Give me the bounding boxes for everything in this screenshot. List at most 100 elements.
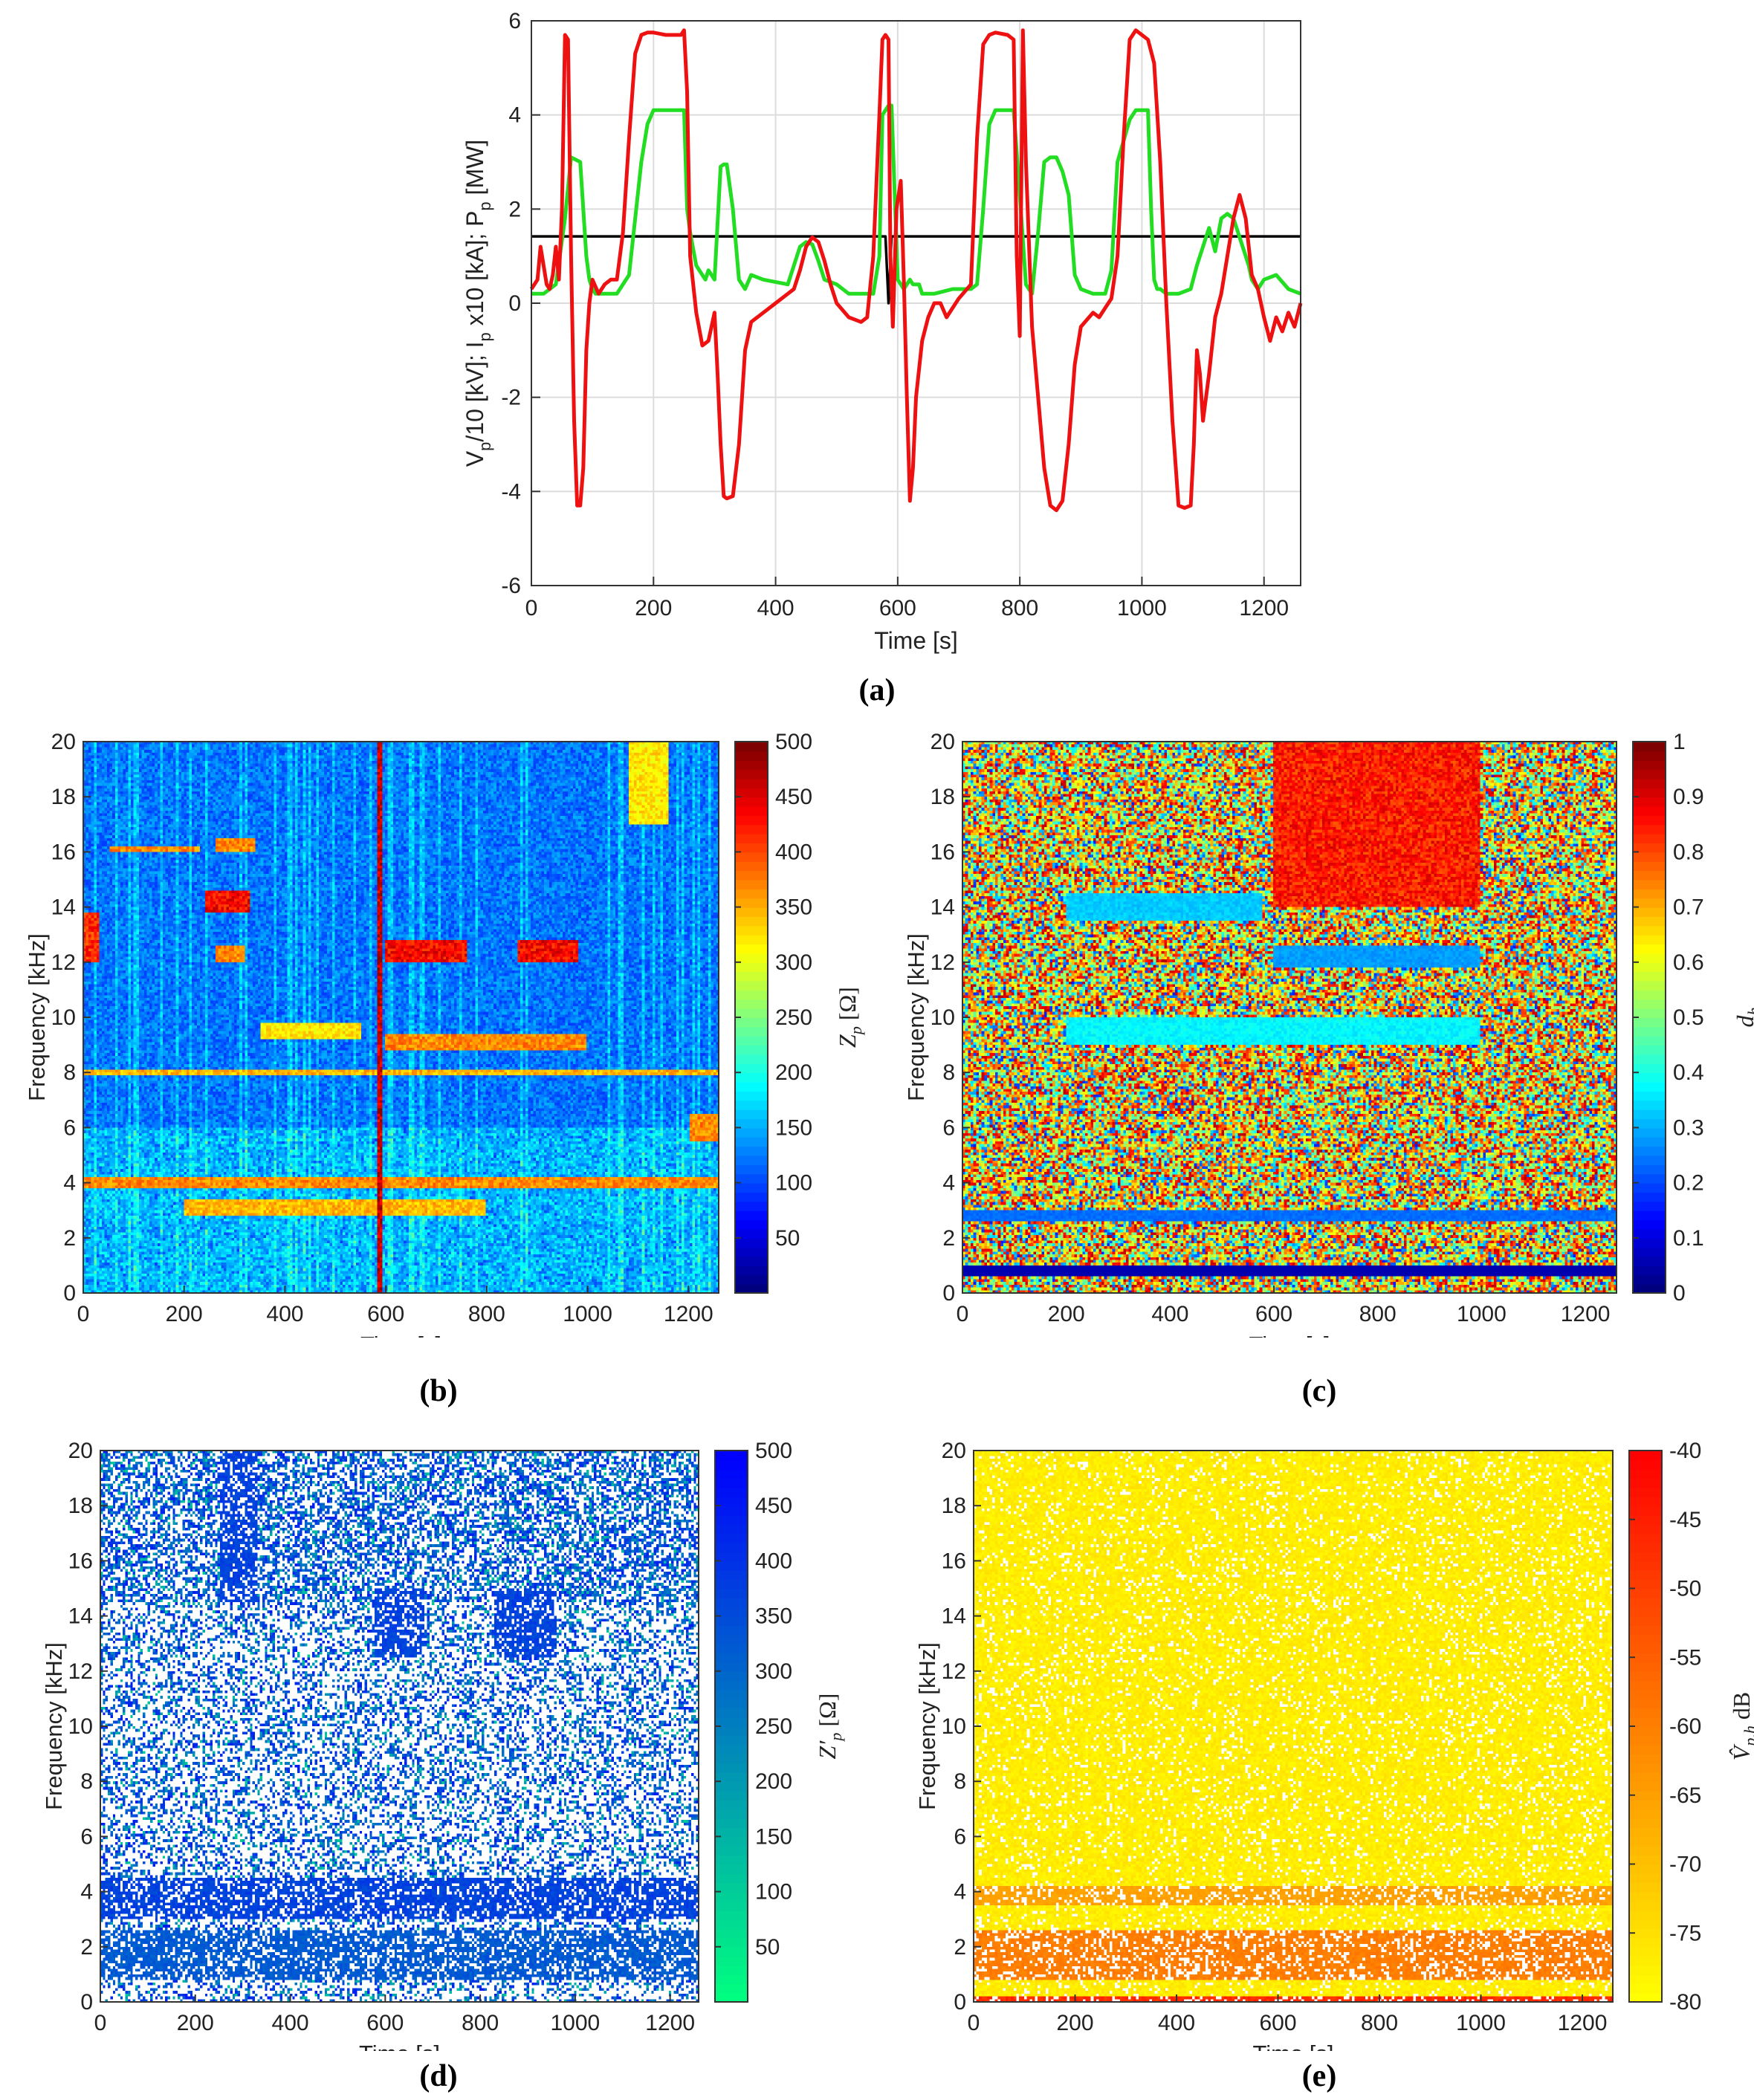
colorbar-segment bbox=[1629, 1496, 1662, 1507]
x-axis-label: Time [s] bbox=[1252, 2041, 1333, 2051]
chart-b-impedance-spectrogram: 0 200 400 600 800 1000 1200 0 2 4 6 8 10 12 14 16 18 20 Ti… bbox=[24, 730, 865, 1338]
colorbar-tick-label: -60 bbox=[1669, 1714, 1701, 1739]
colorbar-segment bbox=[735, 1265, 768, 1276]
x-tick-label: 800 bbox=[1359, 1302, 1397, 1326]
colorbar-segment bbox=[735, 915, 768, 927]
colorbar-segment bbox=[715, 1662, 748, 1672]
colorbar-segment bbox=[715, 1900, 748, 1911]
y-tick-label: -2 bbox=[501, 386, 521, 410]
colorbar-segment bbox=[715, 1542, 748, 1553]
colorbar-tick-label: 200 bbox=[755, 1769, 792, 1794]
y-tick-label: 16 bbox=[68, 1549, 93, 1573]
colorbar-segment bbox=[1629, 1624, 1662, 1636]
x-tick-label: 800 bbox=[1361, 2011, 1398, 2035]
colorbar-segment bbox=[1633, 833, 1666, 844]
colorbar-segment bbox=[1629, 1754, 1662, 1764]
colorbar-segment bbox=[1633, 925, 1666, 936]
colorbar-segment bbox=[715, 1496, 748, 1507]
colorbar-segment bbox=[735, 1035, 768, 1046]
colorbar-segment bbox=[715, 1588, 748, 1598]
colorbar-segment bbox=[735, 1063, 768, 1074]
colorbar-segment bbox=[735, 962, 768, 973]
colorbar-segment bbox=[715, 1597, 748, 1608]
x-tick-label: 1000 bbox=[1456, 2011, 1506, 2035]
colorbar-tick-label: 50 bbox=[775, 1226, 800, 1251]
colorbar-segment bbox=[715, 1790, 748, 1801]
colorbar-segment bbox=[715, 1992, 748, 2003]
colorbar-segment bbox=[715, 1946, 748, 1957]
y-tick-label: 2 bbox=[63, 1226, 76, 1251]
colorbar-segment bbox=[735, 1127, 768, 1138]
colorbar-segment bbox=[1629, 1662, 1662, 1672]
y-tick-label: 12 bbox=[931, 950, 955, 975]
x-tick-label: 1000 bbox=[563, 1302, 612, 1326]
colorbar-segment bbox=[735, 1090, 768, 1101]
x-axis-label: Time [s] bbox=[360, 1332, 441, 1338]
chart-d-filtered-impedance-spectrogram: 0 200 400 600 800 1000 1200 0 2 4 6 8 10 12 14 16 18 20 Ti… bbox=[41, 1439, 845, 2051]
colorbar-segment bbox=[735, 778, 768, 788]
y-tick-label: 10 bbox=[931, 1005, 955, 1030]
plot-frame bbox=[973, 1450, 1614, 2003]
colorbar-segment bbox=[735, 1155, 768, 1165]
colorbar-segment bbox=[715, 1533, 748, 1543]
colorbar-segment bbox=[1629, 1523, 1662, 1535]
colorbar-tick-label: 0.8 bbox=[1673, 840, 1704, 864]
colorbar-segment bbox=[1633, 852, 1666, 862]
colorbar-segment bbox=[1629, 1992, 1662, 2003]
y-tick-label: 18 bbox=[68, 1494, 93, 1518]
colorbar-segment bbox=[1629, 1698, 1662, 1709]
colorbar-segment bbox=[1629, 1891, 1662, 1902]
colorbar-segment bbox=[1629, 1451, 1662, 1461]
y-tick-label: 4 bbox=[63, 1171, 76, 1196]
colorbar-tick-label: 500 bbox=[755, 1439, 792, 1463]
y-tick-label: 10 bbox=[68, 1714, 93, 1739]
plot-frame bbox=[962, 741, 1617, 1294]
colorbar-segment bbox=[1629, 1643, 1662, 1654]
x-tick-label: 0 bbox=[968, 2011, 980, 2035]
y-tick-label: 20 bbox=[931, 730, 955, 754]
colorbar-segment bbox=[1633, 1201, 1666, 1211]
colorbar-segment bbox=[1633, 1090, 1666, 1101]
y-tick-label: 2 bbox=[942, 1226, 955, 1251]
colorbar-tick-label: 350 bbox=[775, 895, 812, 920]
colorbar-segment bbox=[1629, 1928, 1662, 1939]
colorbar-segment bbox=[1633, 915, 1666, 927]
y-tick-label: 20 bbox=[68, 1439, 93, 1463]
colorbar-segment bbox=[1629, 1845, 1662, 1856]
colorbar-segment bbox=[1633, 907, 1666, 917]
colorbar-segment bbox=[735, 833, 768, 844]
colorbar-segment bbox=[1633, 806, 1666, 816]
colorbar-segment bbox=[1633, 1219, 1666, 1230]
colorbar-segment bbox=[735, 971, 768, 982]
colorbar-tick-label: 500 bbox=[775, 730, 812, 754]
heatmap-image bbox=[100, 1451, 699, 2002]
colorbar-segment bbox=[1633, 934, 1666, 945]
colorbar-segment bbox=[715, 1680, 748, 1691]
y-tick-label: 4 bbox=[954, 1880, 966, 1905]
colorbar-segment bbox=[1629, 1569, 1662, 1581]
colorbar-segment bbox=[735, 870, 768, 881]
colorbar-segment bbox=[1633, 944, 1666, 954]
colorbar-segment bbox=[735, 1237, 768, 1248]
colorbar-segment bbox=[1633, 1026, 1666, 1037]
colorbar-tick-label: 300 bbox=[775, 950, 812, 975]
y-tick-label: 16 bbox=[51, 840, 76, 864]
colorbar-label: V̂p,h dB bbox=[1728, 1692, 1754, 1760]
y-tick-label: 18 bbox=[51, 785, 76, 809]
y-tick-label: 6 bbox=[80, 1824, 93, 1849]
colorbar-segment bbox=[1629, 1533, 1662, 1543]
colorbar-segment bbox=[715, 1487, 748, 1497]
colorbar-segment bbox=[1629, 1772, 1662, 1783]
colorbar-segment bbox=[735, 787, 768, 798]
colorbar-segment bbox=[1629, 1670, 1662, 1682]
x-tick-label: 200 bbox=[177, 2011, 214, 2035]
y-tick-label: 2 bbox=[954, 1935, 966, 1960]
y-tick-label: 12 bbox=[942, 1659, 966, 1684]
colorbar-segment bbox=[1633, 1054, 1666, 1064]
colorbar-segment bbox=[1629, 1956, 1662, 1966]
colorbar-segment bbox=[715, 1523, 748, 1535]
panel-label-d: (d) bbox=[419, 2059, 458, 2093]
colorbar-segment bbox=[715, 1459, 748, 1470]
colorbar-segment bbox=[1629, 1818, 1662, 1829]
colorbar-segment bbox=[715, 1928, 748, 1939]
